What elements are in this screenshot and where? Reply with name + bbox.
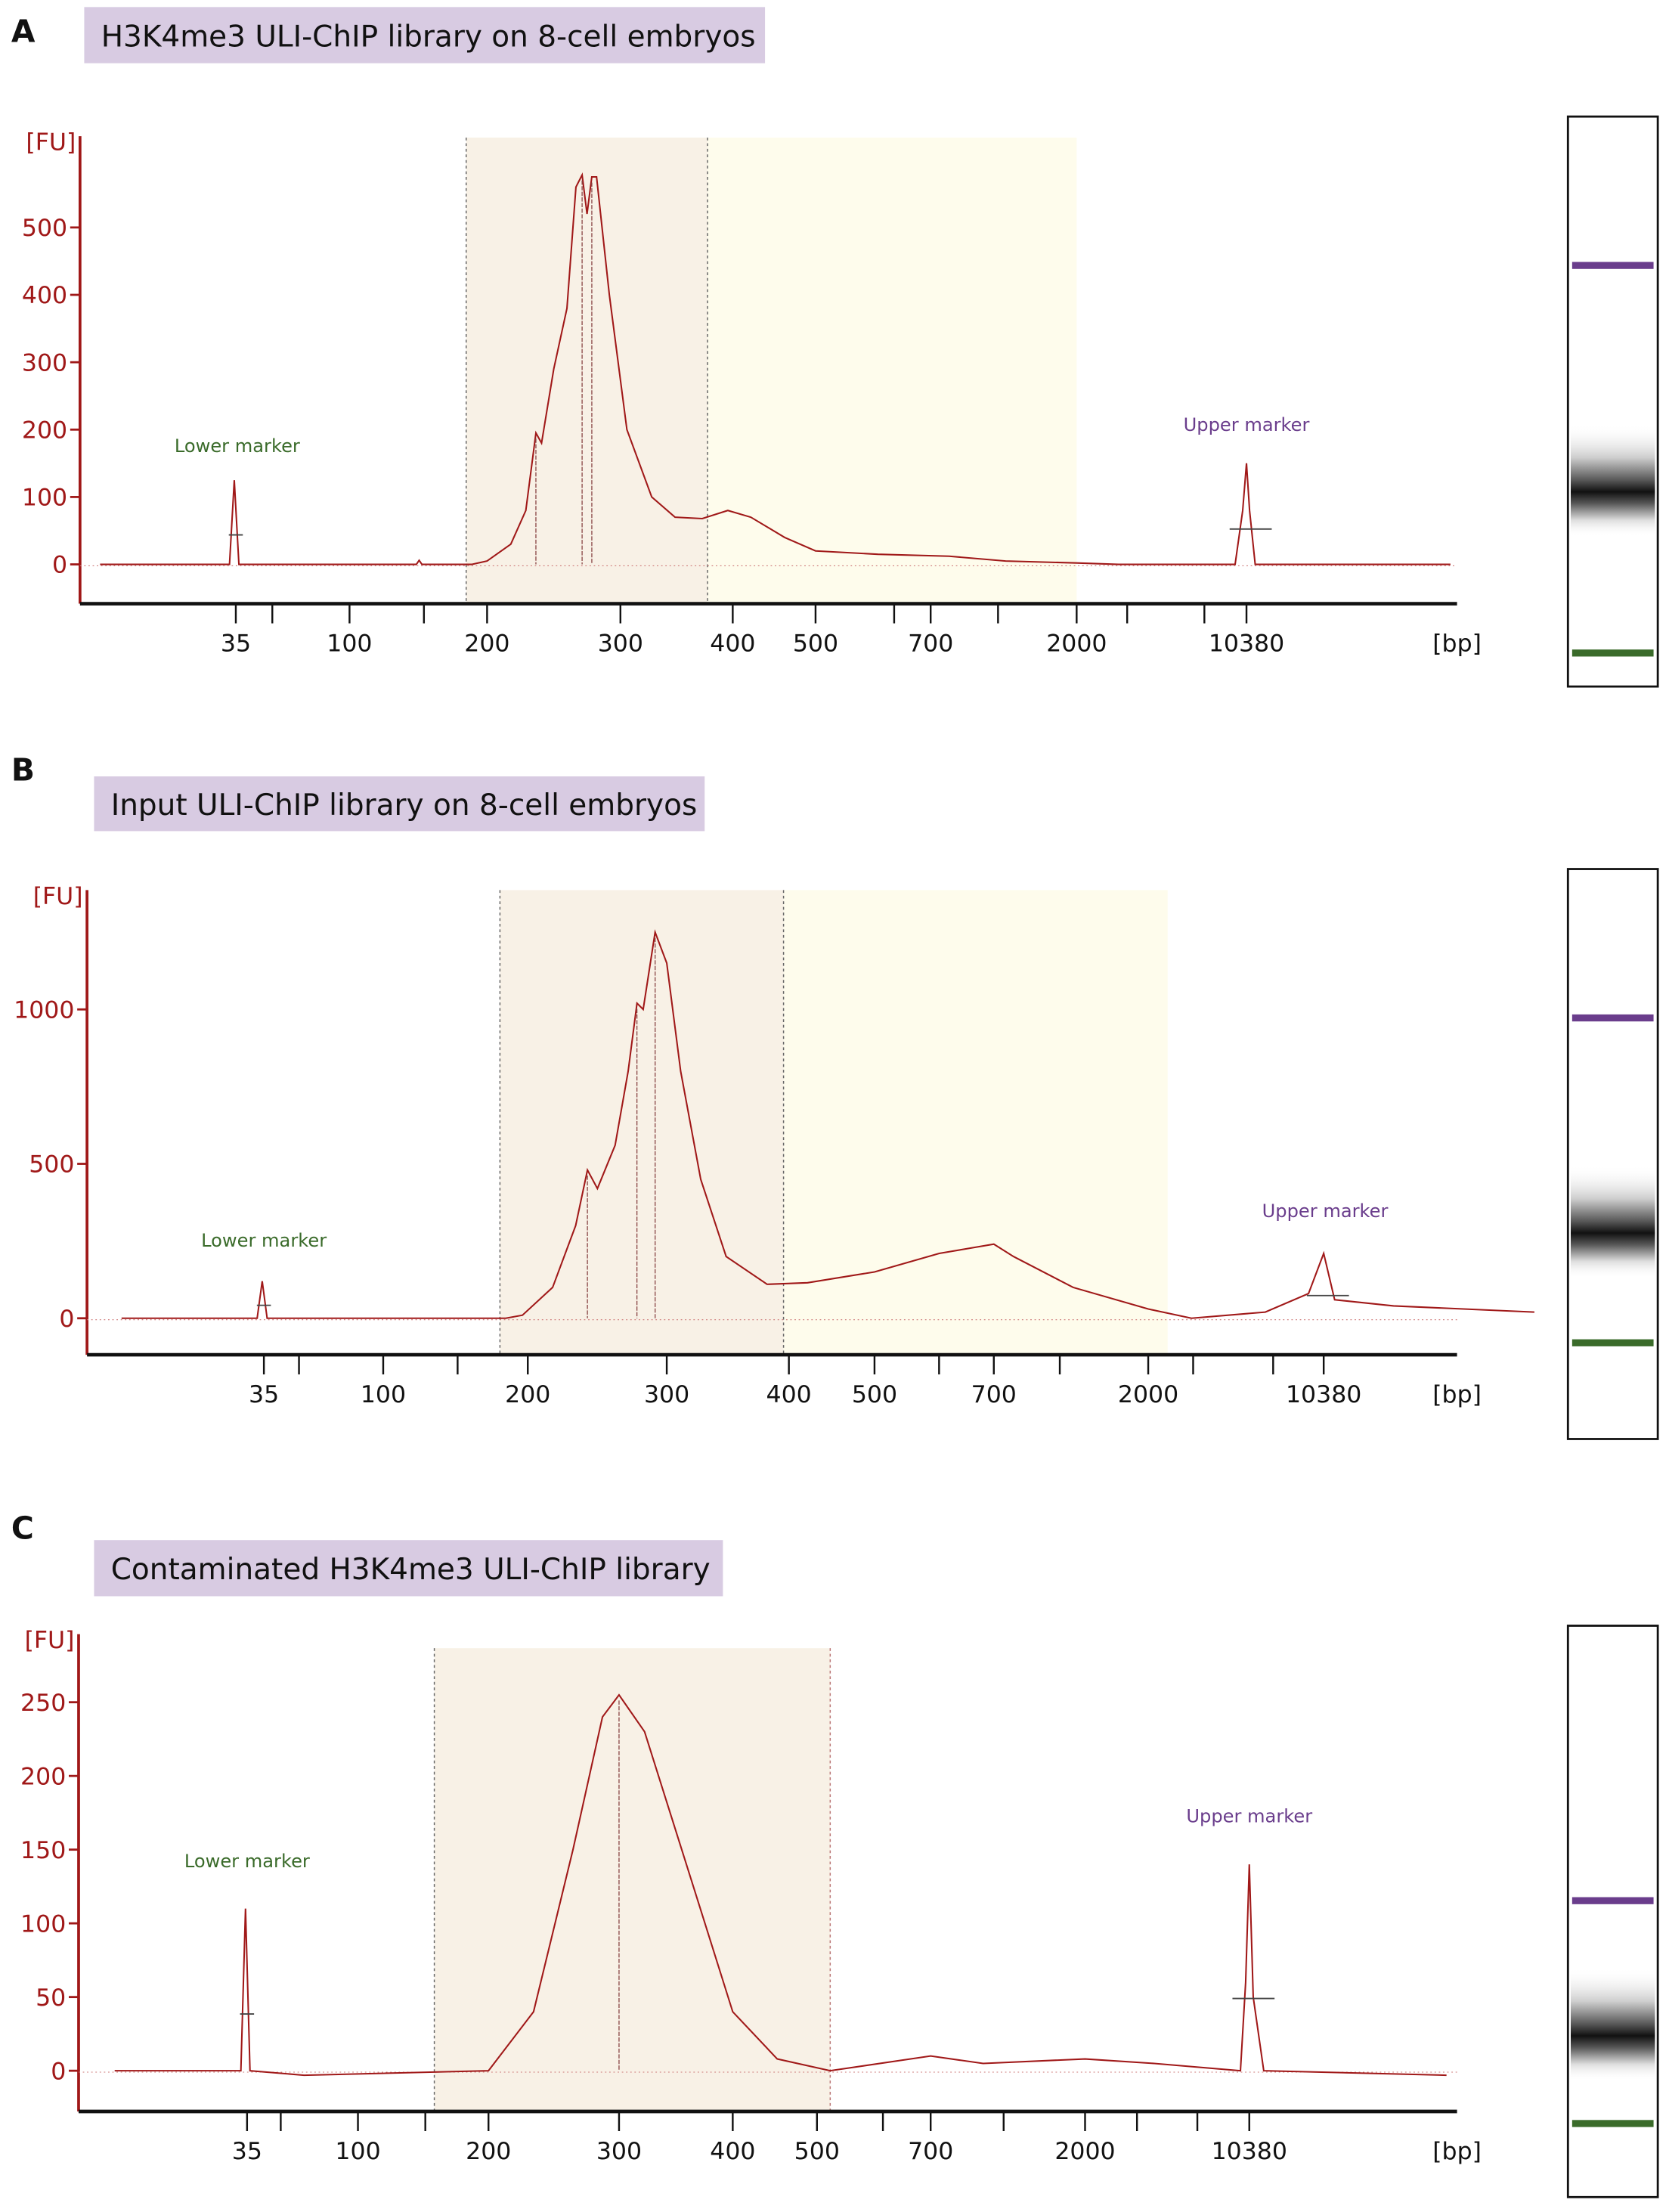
- y-tick-label: 0: [52, 552, 67, 579]
- x-axis-label: [bp]: [1432, 1381, 1482, 1408]
- title-box: [94, 776, 705, 832]
- title-box: [94, 1540, 723, 1597]
- electropherogram-trace: [114, 1693, 1447, 2077]
- lower-marker-label: Lower marker: [201, 1230, 327, 1251]
- y-tick-label: 300: [22, 349, 67, 376]
- x-tick-label: 200: [466, 2138, 511, 2165]
- x-tick-label: 500: [793, 630, 838, 658]
- x-tick-label: 300: [598, 630, 643, 658]
- y-tick-label: 250: [20, 1690, 66, 1717]
- x-tick-label: 700: [908, 2138, 953, 2165]
- y-tick-label: 50: [36, 1984, 66, 2012]
- x-tick-label: 10380: [1286, 1381, 1361, 1408]
- electropherogram-trace: [121, 929, 1534, 1319]
- gel-sample-band: [1571, 119, 1655, 684]
- x-tick-label: 300: [644, 1381, 689, 1408]
- x-tick-label: 200: [464, 630, 509, 658]
- x-tick-label: 300: [596, 2138, 642, 2165]
- y-tick-label: 1000: [14, 996, 74, 1024]
- panel-b: Input ULI-ChIP library on 8-cell embryos…: [11, 752, 1659, 1440]
- upper-marker-label: Upper marker: [1186, 1805, 1312, 1826]
- x-tick-label: 35: [232, 2138, 262, 2165]
- gel-lower-marker-band: [1571, 1339, 1654, 1346]
- upper-marker-label: Upper marker: [1184, 414, 1310, 435]
- x-tick-label: 2000: [1046, 630, 1107, 658]
- region-shading: [708, 138, 1077, 604]
- x-tick-label: 400: [710, 630, 755, 658]
- x-tick-label: 700: [908, 630, 953, 658]
- x-tick-label: 400: [710, 2138, 755, 2165]
- gel-lower-marker-band: [1571, 649, 1654, 657]
- x-tick-label: 200: [505, 1381, 550, 1408]
- chart-title: H3K4me3 ULI-ChIP library on 8-cell embry…: [101, 20, 756, 54]
- lower-marker-label: Lower marker: [175, 435, 300, 457]
- panel-letter: C: [11, 1510, 34, 1546]
- x-tick-label: 100: [327, 630, 372, 658]
- gel-upper-marker-band: [1571, 1014, 1654, 1022]
- gel-lower-marker-band: [1571, 2120, 1654, 2127]
- region-shading: [783, 890, 1168, 1355]
- panel-letter: B: [11, 752, 35, 788]
- x-tick-label: 100: [361, 1381, 406, 1408]
- x-tick-label: 500: [794, 2138, 840, 2165]
- chart-title: Contaminated H3K4me3 ULI-ChIP library: [111, 1553, 711, 1587]
- y-tick-label: 400: [22, 282, 67, 309]
- x-tick-label: 2000: [1118, 1381, 1178, 1408]
- gel-sample-band: [1571, 1628, 1655, 2195]
- gel-upper-marker-band: [1571, 262, 1654, 269]
- y-tick-label: 0: [59, 1306, 74, 1333]
- lower-marker-label: Lower marker: [184, 1851, 310, 1872]
- y-tick-label: 500: [29, 1151, 74, 1179]
- panel-letter: A: [11, 14, 36, 50]
- x-tick-label: 100: [335, 2138, 380, 2165]
- x-tick-label: 10380: [1209, 630, 1284, 658]
- x-tick-label: 700: [971, 1381, 1017, 1408]
- y-axis-label: [FU]: [25, 1627, 75, 1654]
- title-box: [84, 7, 766, 64]
- y-tick-label: 0: [51, 2058, 66, 2085]
- x-tick-label: 2000: [1054, 2138, 1115, 2165]
- chart-title: Input ULI-ChIP library on 8-cell embryos: [111, 788, 698, 823]
- x-tick-label: 500: [852, 1381, 897, 1408]
- gel-sample-band: [1571, 872, 1655, 1436]
- y-tick-label: 100: [22, 485, 67, 512]
- gel-upper-marker-band: [1571, 1897, 1654, 1904]
- x-axis-label: [bp]: [1432, 2138, 1482, 2165]
- region-shading: [500, 890, 784, 1355]
- y-tick-label: 200: [20, 1763, 66, 1790]
- y-axis-label: [FU]: [33, 883, 83, 910]
- x-tick-label: 35: [249, 1381, 279, 1408]
- upper-marker-label: Upper marker: [1262, 1200, 1389, 1222]
- region-shading: [466, 138, 708, 604]
- panel-c: Contaminated H3K4me3 ULI-ChIP library C [F…: [11, 1510, 1659, 2198]
- region-shading: [434, 1648, 831, 2111]
- panel-a: H3K4me3 ULI-ChIP library on 8-cell embry…: [11, 7, 1659, 688]
- y-tick-label: 200: [22, 417, 67, 444]
- y-tick-label: 150: [20, 1837, 66, 1864]
- y-tick-label: 100: [20, 1910, 66, 1938]
- x-axis-label: [bp]: [1432, 630, 1482, 658]
- x-tick-label: 10380: [1212, 2138, 1287, 2165]
- x-tick-label: 400: [766, 1381, 812, 1408]
- electropherogram-trace: [100, 172, 1451, 565]
- y-axis-label: [FU]: [26, 129, 76, 156]
- y-tick-label: 500: [22, 215, 67, 242]
- x-tick-label: 35: [221, 630, 251, 658]
